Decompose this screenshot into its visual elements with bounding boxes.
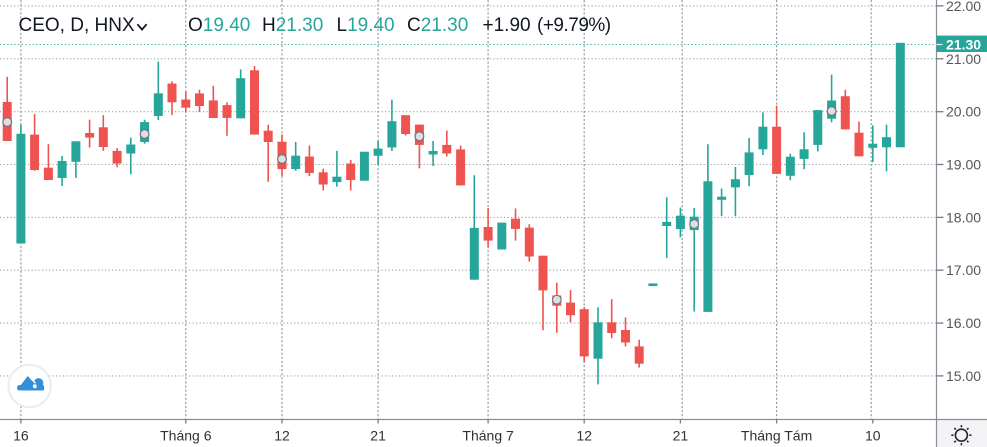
- svg-text:CEO, D, HNX: CEO, D, HNX: [19, 15, 135, 36]
- svg-text:Tháng 7: Tháng 7: [462, 428, 514, 444]
- svg-text:10: 10: [865, 428, 881, 444]
- svg-text:19.00: 19.00: [946, 157, 981, 173]
- svg-text:21.30: 21.30: [946, 37, 981, 53]
- svg-text:17.00: 17.00: [946, 262, 981, 278]
- svg-text:12: 12: [576, 428, 592, 444]
- svg-text:12: 12: [274, 428, 290, 444]
- svg-text:Tháng Tám: Tháng Tám: [741, 428, 812, 444]
- svg-text:20.00: 20.00: [946, 104, 981, 120]
- svg-text:C21.30: C21.30: [407, 15, 468, 36]
- svg-text:(+9.79%): (+9.79%): [537, 15, 611, 36]
- svg-text:+1.90: +1.90: [483, 15, 531, 36]
- svg-text:16.00: 16.00: [946, 315, 981, 331]
- svg-text:L19.40: L19.40: [337, 15, 395, 36]
- svg-text:Tháng 6: Tháng 6: [160, 428, 212, 444]
- svg-text:O19.40: O19.40: [188, 15, 250, 36]
- svg-text:21: 21: [370, 428, 386, 444]
- svg-text:21: 21: [673, 428, 689, 444]
- svg-text:21.00: 21.00: [946, 51, 981, 67]
- svg-text:18.00: 18.00: [946, 209, 981, 225]
- svg-text:15.00: 15.00: [946, 368, 981, 384]
- svg-text:22.00: 22.00: [946, 0, 981, 14]
- svg-text:16: 16: [13, 428, 29, 444]
- svg-text:H21.30: H21.30: [262, 15, 323, 36]
